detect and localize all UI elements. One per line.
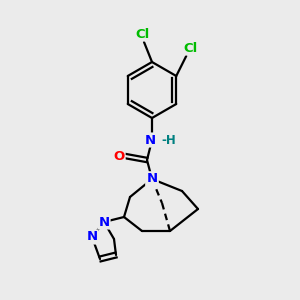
Text: Cl: Cl: [183, 41, 197, 55]
Text: -H: -H: [161, 134, 176, 146]
Text: N: N: [144, 134, 156, 146]
Text: N: N: [98, 215, 110, 229]
Text: O: O: [113, 149, 124, 163]
Text: N: N: [146, 172, 158, 185]
Text: N: N: [86, 230, 98, 244]
Text: N: N: [146, 172, 158, 185]
Text: Cl: Cl: [135, 28, 149, 40]
